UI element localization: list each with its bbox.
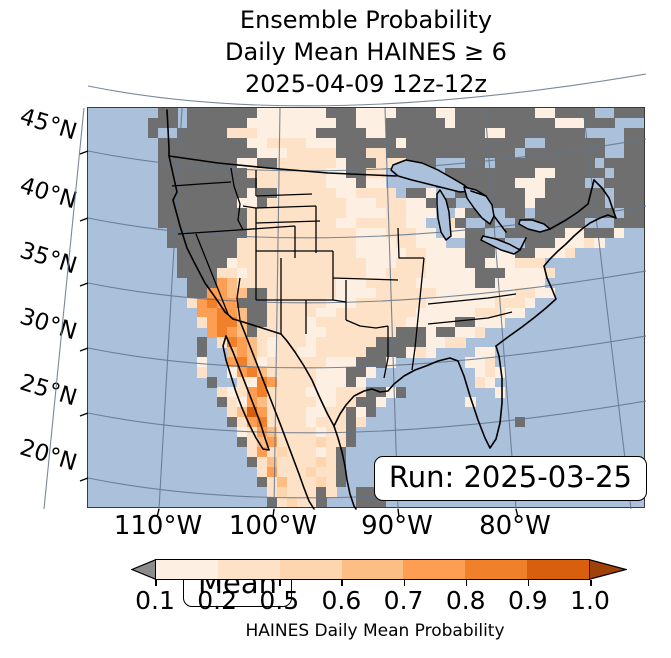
colorbar-under-arrow xyxy=(131,559,156,580)
lat-tick-label: 45°N xyxy=(16,103,80,146)
great-lakes xyxy=(390,159,551,255)
baja-peninsula xyxy=(222,335,270,451)
coastline-borders xyxy=(166,109,617,510)
run-label: Run: 2025-03-25 xyxy=(388,460,632,494)
lon-tick-label: 80°W xyxy=(479,511,551,541)
colorbar-tick-label: 0.8 xyxy=(445,586,486,615)
colorbar-tick-label: 0.6 xyxy=(321,586,362,615)
canada-border-lakes-east xyxy=(470,179,595,251)
state-borders xyxy=(171,167,517,379)
mexico-west-coastline xyxy=(239,320,315,510)
graticule-lines xyxy=(43,73,647,518)
west-coastline xyxy=(166,109,234,320)
colorbar-over-arrow xyxy=(589,559,627,580)
colorbar-segment xyxy=(465,560,528,579)
lat-tick-label: 25°N xyxy=(16,369,80,412)
gulf-coastline xyxy=(333,345,503,449)
colorbar-tick-label: 0.9 xyxy=(507,586,548,615)
colorbar-segment xyxy=(527,560,590,579)
lon-tick-label: 90°W xyxy=(361,511,433,541)
mexico-east-coastline xyxy=(333,425,357,510)
colorbar-tick-label: 1.0 xyxy=(570,586,610,615)
colorbar-caption: HAINES Daily Mean Probability xyxy=(245,621,505,641)
mean-annotation-box: Mean xyxy=(183,562,293,607)
atlantic-coastline xyxy=(495,179,617,347)
lon-tick-label: 110°W xyxy=(113,511,203,541)
mean-label: Mean xyxy=(198,566,278,600)
title-block: Ensemble Probability Daily Mean HAINES ≥… xyxy=(87,4,645,100)
title-line-2: Daily Mean HAINES ≥ 6 xyxy=(225,38,507,66)
us-canada-border xyxy=(168,155,397,177)
title-line-1: Ensemble Probability xyxy=(239,6,493,34)
lat-tick-label: 20°N xyxy=(16,434,80,477)
lat-tick-label: 35°N xyxy=(16,237,80,280)
lat-tick-label: 40°N xyxy=(16,172,80,215)
colorbar-tick-label: 0.7 xyxy=(383,586,424,615)
lat-tick-label: 30°N xyxy=(16,303,80,346)
colorbar-segment xyxy=(403,560,466,579)
us-mexico-border xyxy=(232,318,335,427)
run-annotation-box: Run: 2025-03-25 xyxy=(373,456,647,501)
colorbar-segment xyxy=(341,560,404,579)
title-line-3: 2025-04-09 12z-12z xyxy=(244,70,488,98)
probability-map: Mean xyxy=(43,73,647,607)
